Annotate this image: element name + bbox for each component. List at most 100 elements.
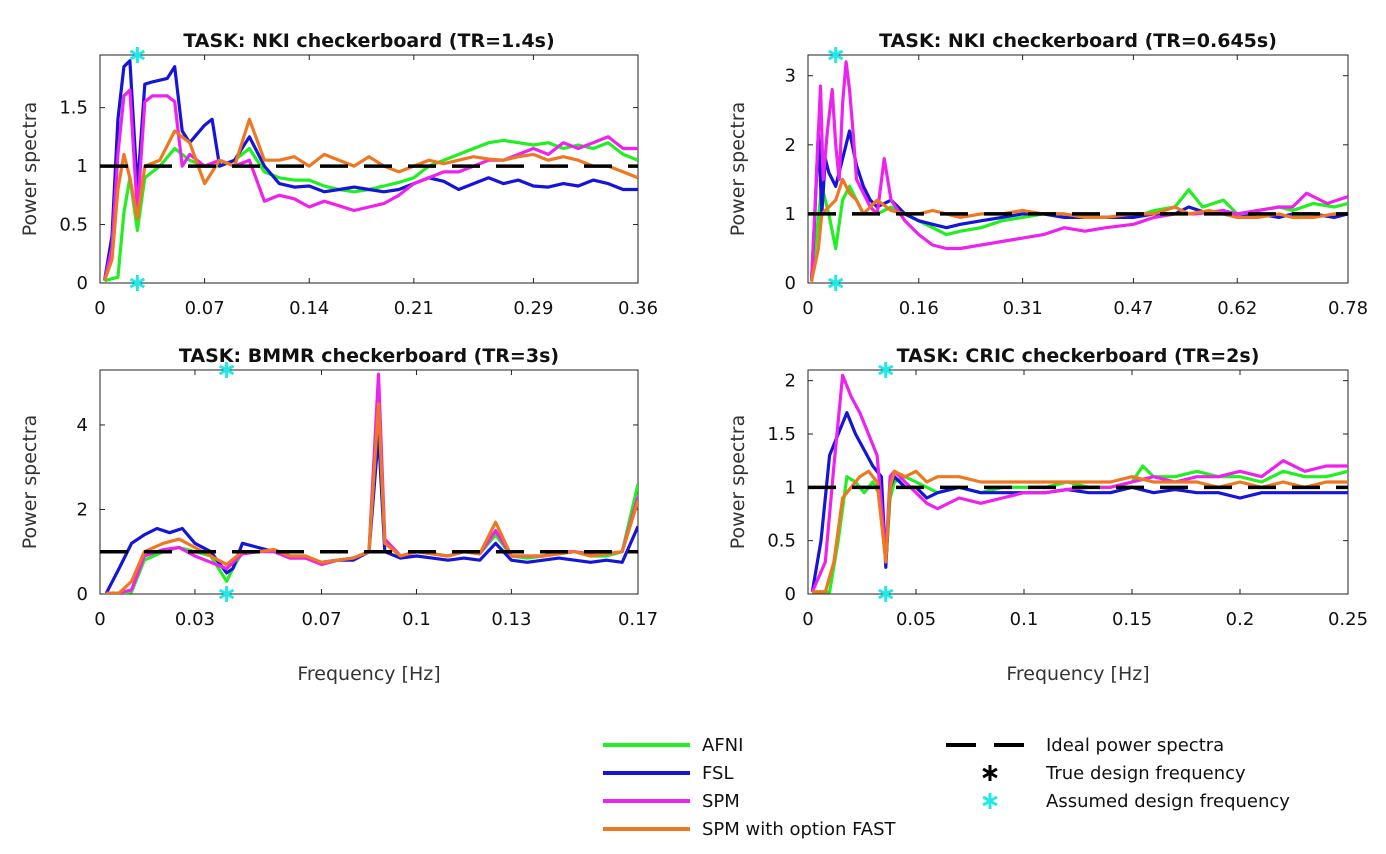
x-tick-label: 0.2 (1226, 609, 1255, 630)
assumed-frequency-marker-bottom (218, 586, 235, 602)
x-tick-label: 0.78 (1328, 298, 1368, 319)
axes-box (99, 369, 639, 595)
y-axis-label: Power spectra (19, 102, 41, 236)
x-tick-label: 0 (94, 298, 105, 319)
x-tick-label: 0.25 (1328, 609, 1368, 630)
series-line-spm (102, 88, 638, 282)
legend-label: Assumed design frequency (1046, 791, 1290, 812)
x-tick-label: 0.16 (899, 298, 939, 319)
x-tick-label: 0.07 (301, 609, 341, 630)
x-tick-label: 0.07 (185, 298, 225, 319)
legend-label: AFNI (702, 735, 743, 756)
y-tick-label: 1 (77, 156, 88, 177)
y-tick-label: 2 (785, 371, 796, 392)
legend-label: True design frequency (1045, 763, 1246, 784)
assumed-frequency-marker-top (218, 362, 235, 378)
y-tick-label: 0 (785, 584, 796, 605)
x-tick-label: 0.29 (513, 298, 553, 319)
y-tick-label: 1 (785, 204, 796, 225)
y-tick-label: 1.5 (59, 98, 88, 119)
y-tick-label: 0 (785, 273, 796, 294)
assumed-frequency-marker-top (828, 47, 844, 63)
x-tick-label: 0.14 (289, 298, 329, 319)
x-tick-label: 0.31 (1003, 298, 1043, 319)
chart-title: TASK: CRIC checkerboard (TR=2s) (897, 345, 1260, 367)
x-tick-label: 0.47 (1113, 298, 1153, 319)
series-line-afni (104, 138, 638, 283)
x-tick-label: 0.15 (1112, 609, 1152, 630)
panel-2: TASK: NKI checkerboard (TR=0.645s) 0 0.16 0… (727, 30, 1368, 319)
asterisk-stroke (129, 49, 146, 61)
legend-swatch-asterisk (982, 793, 998, 809)
x-tick-label: 0 (802, 298, 813, 319)
y-tick-label: 1.5 (767, 424, 796, 445)
series-line-spm-with-option-fast (809, 177, 1348, 282)
legend-label: Ideal power spectra (1046, 735, 1224, 756)
series-line-spm-with-option-fast (812, 469, 1348, 594)
chart-title: TASK: NKI checkerboard (TR=1.4s) (183, 30, 554, 52)
asterisk-stroke (828, 277, 844, 289)
axes-box (99, 54, 639, 284)
panel-3: TASK: BMMR checkerboard (TR=3s) 0 0.03 0.07… (19, 345, 658, 685)
x-tick-label: 0 (94, 609, 105, 630)
x-tick-label: 0.17 (618, 609, 658, 630)
plot-area (100, 372, 638, 594)
y-tick-label: 0 (77, 584, 88, 605)
legend: AFNI FSL SPM SPM with option FAST Ideal powe… (603, 735, 1290, 840)
y-axis-label: Power spectra (19, 415, 41, 549)
x-tick-label: 0.21 (394, 298, 434, 319)
series-line-fsl (102, 59, 638, 281)
x-tick-label: 0 (802, 609, 813, 630)
y-tick-label: 1 (785, 477, 796, 498)
x-tick-label: 0.03 (175, 609, 215, 630)
chart-title: TASK: NKI checkerboard (TR=0.645s) (879, 30, 1277, 52)
assumed-frequency-marker-bottom (129, 275, 146, 291)
series-line-spm-with-option-fast (102, 117, 638, 282)
asterisk-stroke (878, 364, 894, 376)
legend-label: SPM (702, 791, 740, 812)
x-tick-label: 0.36 (618, 298, 658, 319)
panel-4: TASK: CRIC checkerboard (TR=2s) 0 0.05 0.1 0… (727, 345, 1368, 685)
legend-label: FSL (702, 763, 734, 784)
x-tick-label: 0.13 (491, 609, 531, 630)
y-tick-label: 2 (77, 499, 88, 520)
plot-area (808, 60, 1348, 282)
y-tick-label: 0.5 (767, 531, 796, 552)
assumed-frequency-marker-top (129, 47, 146, 63)
x-tick-label: 0.1 (402, 609, 431, 630)
chart-title: TASK: BMMR checkerboard (TR=3s) (179, 345, 559, 367)
assumed-frequency-marker-bottom (878, 586, 894, 602)
y-tick-label: 2 (785, 135, 796, 156)
plot-area (808, 373, 1348, 594)
x-tick-label: 0.62 (1217, 298, 1257, 319)
asterisk-stroke (218, 588, 235, 600)
assumed-frequency-marker-top (878, 362, 894, 378)
assumed-frequency-marker-bottom (828, 275, 844, 291)
asterisk-stroke (982, 795, 998, 807)
series-line-spm (810, 373, 1348, 593)
x-tick-label: 0.05 (896, 609, 936, 630)
x-axis-label: Frequency [Hz] (297, 663, 440, 685)
y-tick-label: 0.5 (59, 215, 88, 236)
y-tick-label: 3 (785, 66, 796, 87)
series-line-spm (809, 60, 1348, 282)
y-axis-label: Power spectra (727, 102, 749, 236)
x-axis-label: Frequency [Hz] (1006, 663, 1149, 685)
y-tick-label: 0 (77, 273, 88, 294)
y-axis-label: Power spectra (727, 415, 749, 549)
x-tick-label: 0.1 (1010, 609, 1039, 630)
asterisk-stroke (982, 767, 998, 779)
legend-label: SPM with option FAST (702, 819, 897, 840)
y-tick-label: 4 (77, 415, 88, 436)
asterisk-stroke (129, 277, 146, 289)
series-line-spm-with-option-fast (106, 402, 638, 594)
asterisk-stroke (218, 364, 235, 376)
asterisk-stroke (878, 588, 894, 600)
panel-1: TASK: NKI checkerboard (TR=1.4s) 0 0.07 0.1… (19, 30, 658, 319)
series-line-fsl (810, 411, 1348, 593)
asterisk-stroke (828, 49, 844, 61)
legend-swatch-asterisk (982, 765, 998, 781)
plot-area (100, 59, 638, 283)
axes-box (807, 54, 1349, 284)
